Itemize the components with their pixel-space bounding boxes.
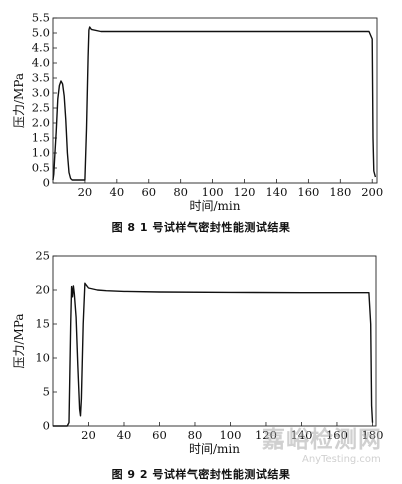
x-tick-label: 140 [290, 428, 312, 442]
y-tick-label: 5.5 [32, 11, 50, 25]
y-tick-label: 0 [43, 419, 50, 433]
x-tick-label: 40 [110, 185, 125, 199]
chart-1-caption: 图 8 1 号试样气密封性能测试结果 [111, 221, 291, 234]
x-tick-label: 180 [329, 185, 351, 199]
y-axis-label: 压力/MPa [12, 313, 26, 368]
x-tick-label: 120 [234, 185, 256, 199]
y-tick-label: 20 [35, 283, 50, 297]
x-tick-label: 160 [297, 185, 319, 199]
y-tick-label: 2.5 [32, 101, 50, 115]
x-tick-label: 180 [361, 428, 383, 442]
y-tick-label: 5 [43, 385, 50, 399]
chart-2-seal-test-sample-2: 0 5 10 15 20 25 20 40 60 80 100 120 140 160 180 时间/min 压… [12, 249, 383, 457]
x-tick-label: 100 [219, 428, 241, 442]
y-axis-label: 压力/MPa [12, 73, 26, 128]
plot-frame [52, 255, 377, 427]
plot-frame [52, 17, 378, 184]
y-tick-label: 15 [35, 317, 50, 331]
chart-2-caption: 图 9 2 号试样气密封性能测试结果 [111, 468, 291, 481]
x-tick-label: 60 [152, 428, 167, 442]
watermark-logo: 嘉峪检测网 AnyTesting.com [262, 420, 402, 465]
y-tick-label: 25 [35, 249, 50, 263]
series-2-0-line [53, 282, 374, 427]
series-1-0-line [52, 26, 377, 181]
x-tick-label: 40 [117, 428, 132, 442]
x-tick-label: 80 [188, 428, 203, 442]
watermark-sub-text: AnyTesting.com [302, 454, 381, 465]
y-tick-label: 1.5 [32, 131, 50, 145]
x-tick-label: 140 [265, 185, 287, 199]
x-tick-label: 120 [255, 428, 277, 442]
x-tick-label: 20 [81, 428, 96, 442]
chart-1-seal-test-sample-1: 00.51.01.52.02.53.03.54.04.55.05.5 20 40 60… [12, 11, 383, 214]
y-tick-label: 4.5 [32, 41, 50, 55]
x-tick-label: 200 [361, 185, 383, 199]
y-tick-label: 5.0 [32, 26, 50, 40]
y-tick-label: 3.0 [32, 86, 50, 100]
x-tick-label: 80 [173, 185, 188, 199]
x-tick-label: 160 [326, 428, 348, 442]
watermark-main-text: 嘉峪检测网 [262, 427, 382, 453]
y-tick-label: 1.0 [32, 146, 50, 160]
x-axis-label: 时间/min [190, 199, 241, 213]
y-tick-label: 4.0 [32, 56, 50, 70]
x-tick-label: 100 [202, 185, 224, 199]
y-tick-label: 3.5 [32, 71, 50, 85]
x-tick-label: 20 [78, 185, 93, 199]
y-tick-label: 0.5 [32, 161, 50, 175]
y-tick-label: 2.0 [32, 116, 50, 130]
y-tick-label: 0 [43, 176, 50, 190]
x-tick-label: 60 [141, 185, 156, 199]
y-tick-label: 10 [35, 351, 50, 365]
x-axis-label: 时间/min [189, 442, 240, 456]
